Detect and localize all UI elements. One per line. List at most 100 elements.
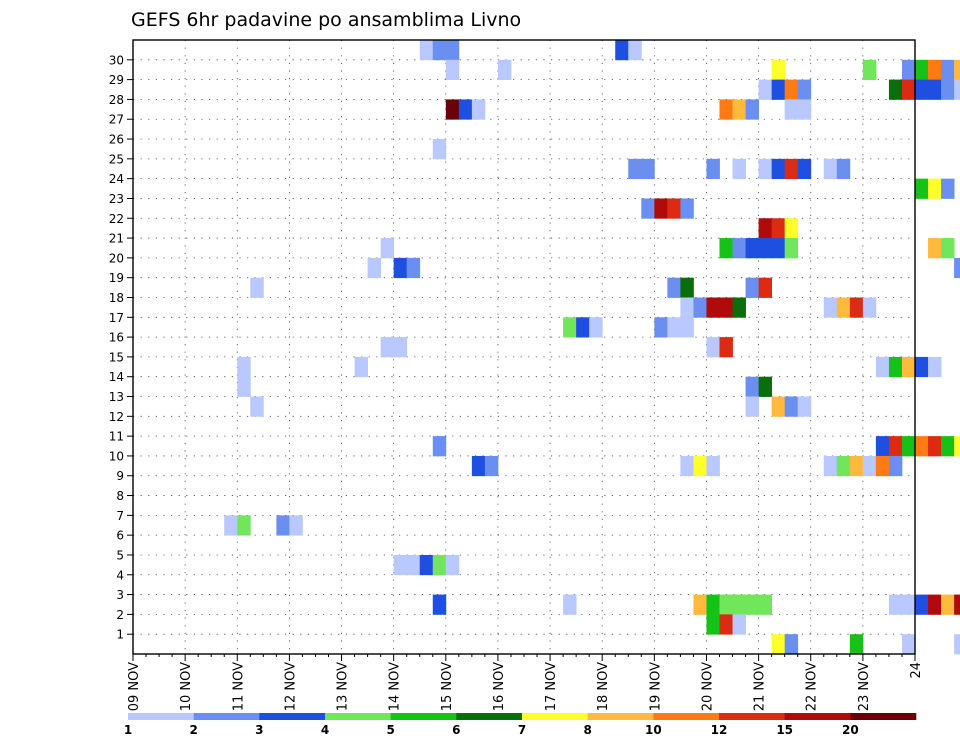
colorbar-label: 4	[321, 723, 329, 737]
heatmap-cell	[758, 277, 773, 298]
heatmap-cell	[784, 79, 799, 100]
plot-area	[132, 39, 960, 655]
heatmap-cell	[941, 436, 955, 457]
heatmap-cell	[771, 396, 786, 417]
heatmap-cell	[758, 218, 773, 239]
x-tick-label: 15 NOV	[440, 662, 455, 711]
x-tick-label: 10 NOV	[179, 662, 194, 711]
x-tick-label: 11 NOV	[231, 662, 246, 711]
y-tick-label: 18	[109, 291, 124, 305]
heatmap-cell	[419, 554, 434, 576]
heatmap-cell	[941, 178, 955, 199]
colorbar-label: 7	[518, 723, 526, 737]
y-tick-label: 8	[116, 489, 124, 503]
heatmap-cell	[915, 178, 929, 199]
heatmap-cell	[680, 277, 694, 298]
colorbar-swatch	[587, 713, 654, 720]
heatmap-cell	[758, 594, 773, 615]
heatmap-cell	[941, 79, 955, 100]
heatmap-cell	[849, 297, 864, 318]
heatmap-cell	[732, 614, 746, 635]
heatmap-cell	[719, 337, 733, 358]
y-tick-label: 19	[109, 271, 124, 285]
heatmap-cell	[393, 337, 408, 358]
heatmap-cell	[888, 436, 903, 457]
heatmap-cell	[862, 297, 877, 318]
heatmap-cell	[445, 40, 460, 61]
heatmap-cell	[563, 317, 577, 338]
y-tick-label: 17	[109, 311, 124, 325]
heatmap-cell	[576, 317, 590, 338]
heatmap-cell	[237, 376, 251, 397]
heatmap-cell	[901, 59, 916, 81]
heatmap-cell	[380, 337, 395, 358]
heatmap-cell	[745, 238, 759, 259]
heatmap-cell	[901, 436, 916, 457]
heatmap-cell	[732, 99, 746, 120]
heatmap-cell	[784, 218, 799, 239]
heatmap-cell	[784, 396, 799, 417]
heatmap-cell	[888, 455, 903, 477]
heatmap-cell	[928, 436, 942, 457]
heatmap-cell	[732, 238, 746, 259]
colorbar: 1 2 3 4 5 6 7 8 10 12 15 20	[124, 713, 917, 737]
heatmap-cell	[928, 238, 942, 259]
x-tick-label: 21 NOV	[753, 662, 768, 711]
chart-title: GEFS 6hr padavine po ansamblima Livno	[131, 9, 521, 31]
heatmap-cell	[875, 356, 890, 378]
y-axis-ticks: 1234567891011121314151617181920212223242…	[109, 53, 133, 642]
y-tick-label: 10	[109, 449, 124, 463]
y-tick-label: 27	[109, 113, 124, 127]
heatmap-cell	[432, 40, 447, 61]
colorbar-label: 15	[776, 723, 793, 737]
colorbar-swatch	[325, 713, 391, 720]
heatmap-cell	[849, 634, 864, 655]
heatmap-cell	[641, 158, 655, 180]
heatmap-cell	[954, 436, 960, 457]
heatmap-cell	[784, 158, 799, 180]
heatmap-cell	[941, 594, 955, 615]
heatmap-cell	[432, 554, 447, 576]
heatmap-cell	[628, 158, 642, 180]
heatmap-cell	[941, 238, 955, 259]
y-tick-label: 5	[116, 548, 124, 562]
x-tick-label: 24	[909, 662, 924, 679]
heatmap-cell	[589, 317, 603, 338]
heatmap-cell	[276, 515, 290, 536]
heatmap-cell	[836, 158, 851, 180]
heatmap-cell	[745, 594, 759, 615]
colorbar-swatch	[719, 713, 785, 720]
heatmap-cell	[706, 297, 720, 318]
colorbar-label: 6	[452, 723, 460, 737]
colorbar-label: 5	[386, 723, 394, 737]
heatmap-cell	[849, 455, 864, 477]
x-tick-label: 23 NOV	[857, 662, 872, 711]
colorbar-label: 10	[645, 723, 662, 737]
heatmap-cell	[719, 594, 733, 615]
heatmap-cell	[615, 40, 629, 61]
heatmap-cell	[915, 79, 929, 100]
heatmap-cell	[797, 79, 812, 100]
colorbar-swatch	[522, 713, 588, 720]
heatmap-cell	[784, 238, 799, 259]
heatmap-cell	[771, 158, 786, 180]
heatmap-cell	[732, 594, 746, 615]
x-tick-label: 18 NOV	[596, 662, 611, 711]
heatmap-cell	[745, 396, 759, 417]
y-tick-label: 30	[109, 53, 124, 67]
y-tick-label: 24	[109, 172, 124, 186]
heatmap-cell	[497, 59, 512, 81]
heatmap-cell	[888, 356, 903, 378]
heatmap-cell	[928, 594, 942, 615]
colorbar-swatch	[193, 713, 260, 720]
heatmap-cell	[823, 455, 838, 477]
heatmap-cell	[954, 79, 960, 100]
y-tick-label: 20	[109, 251, 124, 265]
colorbar-label: 2	[189, 723, 197, 737]
heatmap-cell	[471, 455, 486, 477]
heatmap-cell	[706, 158, 720, 180]
y-tick-label: 15	[109, 350, 124, 364]
y-tick-label: 25	[109, 152, 124, 166]
colorbar-label: 20	[842, 723, 859, 737]
heatmap-cell	[224, 515, 238, 536]
